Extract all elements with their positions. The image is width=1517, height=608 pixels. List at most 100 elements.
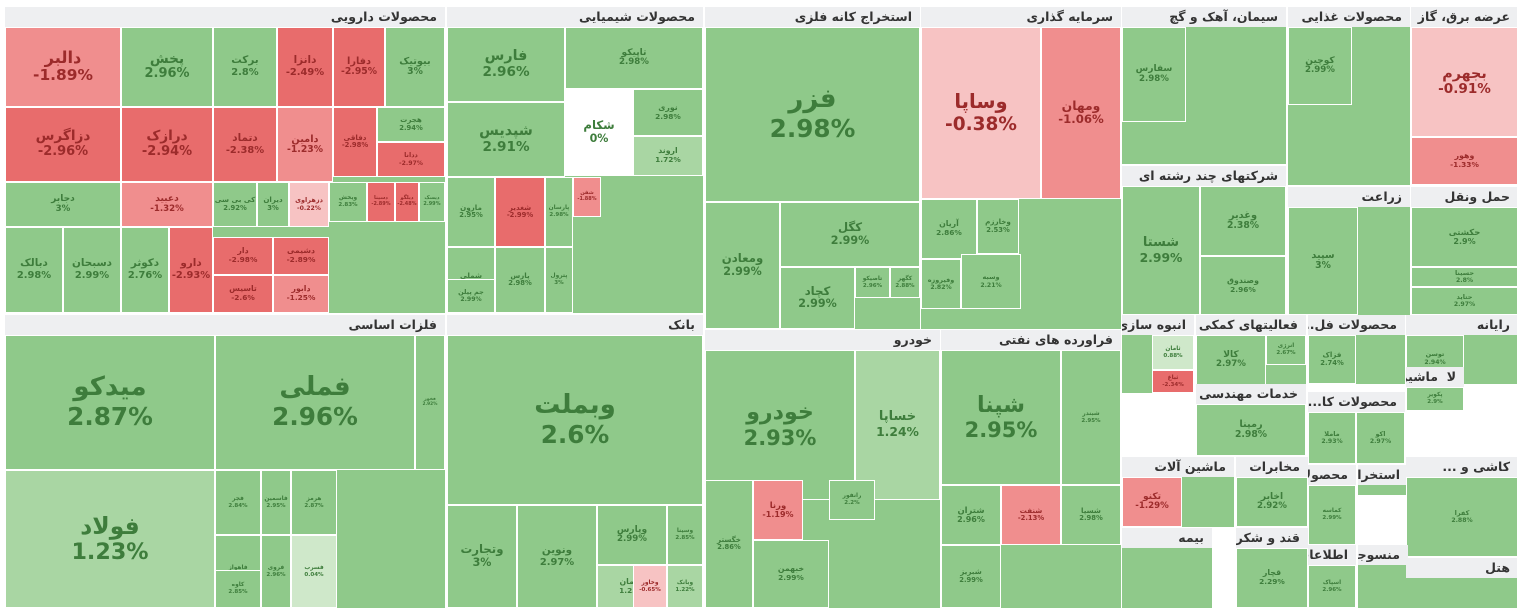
stock-tile[interactable]: سفارس 2.98%: [1122, 27, 1186, 122]
stock-tile[interactable]: دتماد -2.38%: [213, 107, 277, 182]
stock-tile[interactable]: جم پیلن 2.99%: [447, 279, 495, 313]
stock-tile[interactable]: دشیمی -2.89%: [273, 237, 329, 275]
stock-tile[interactable]: تاسیس -2.6%: [213, 275, 273, 313]
stock-tile[interactable]: وسینا 2.85%: [667, 505, 703, 565]
stock-tile[interactable]: شتران 2.96%: [941, 485, 1001, 545]
stock-tile[interactable]: شپدیس 2.91%: [447, 102, 565, 177]
stock-tile[interactable]: دیلگو -2.48%: [395, 182, 419, 222]
sector-header[interactable]: شرکتهای چند رشته ای: [1122, 166, 1286, 186]
sector-header[interactable]: محصولات ...: [1308, 465, 1356, 485]
stock-tile[interactable]: هرمز 2.87%: [291, 470, 337, 535]
stock-tile[interactable]: دفارا -2.95%: [333, 27, 385, 107]
stock-tile[interactable]: پارس 2.98%: [495, 247, 545, 313]
stock-tile[interactable]: وخارزم 2.53%: [977, 199, 1019, 254]
stock-tile[interactable]: فزاک 2.74%: [1308, 335, 1356, 384]
stock-tile[interactable]: بیوتیک 3%: [385, 27, 445, 107]
sector-header[interactable]: خدمات مهندسی: [1196, 384, 1306, 404]
stock-tile[interactable]: دارو -2.93%: [169, 227, 213, 313]
stock-tile[interactable]: تاپیکو 2.98%: [565, 27, 703, 89]
stock-tile[interactable]: اروند 1.72%: [633, 136, 703, 176]
stock-tile[interactable]: حتاید 2.97%: [1411, 287, 1517, 315]
stock-tile[interactable]: بجهرم -0.91%: [1411, 27, 1517, 137]
stock-tile[interactable]: دعبید -1.32%: [121, 182, 213, 227]
sector-header[interactable]: بانک: [447, 315, 703, 335]
stock-tile[interactable]: دار -2.98%: [213, 237, 273, 275]
stock-tile[interactable]: وبانک 1.22%: [667, 565, 703, 608]
sector-header[interactable]: محصولات کا...: [1308, 392, 1405, 412]
stock-tile[interactable]: فخوز 2.92%: [415, 335, 445, 470]
stock-tile[interactable]: کالا 2.97%: [1196, 335, 1266, 385]
stock-tile[interactable]: پکویر 2.9%: [1406, 387, 1464, 411]
stock-tile[interactable]: خبهمن 2.99%: [753, 540, 829, 608]
stock-tile[interactable]: شکام 0%: [565, 89, 633, 176]
stock-tile[interactable]: دکوثر 2.76%: [121, 227, 169, 313]
stock-tile[interactable]: مارون 2.95%: [447, 177, 495, 247]
stock-tile[interactable]: فجر 2.84%: [215, 470, 261, 535]
stock-tile[interactable]: تکنو -1.29%: [1122, 477, 1182, 527]
sector-header[interactable]: عرضه برق، گاز: [1411, 7, 1517, 27]
stock-tile[interactable]: ماملا 2.93%: [1308, 412, 1356, 464]
sector-header[interactable]: استخراج کانه فلزی: [705, 7, 920, 27]
stock-tile[interactable]: فاسمین 2.95%: [261, 470, 291, 535]
sector-header[interactable]: فلزات اساسی: [5, 315, 445, 335]
stock-tile[interactable]: کی بی سی 2.92%: [213, 182, 257, 227]
stock-tile[interactable]: حسینا 2.8%: [1411, 267, 1517, 287]
sector-header[interactable]: قند و شکر: [1236, 528, 1308, 548]
stock-tile[interactable]: تاصیکو 2.96%: [855, 267, 890, 298]
stock-tile[interactable]: وبملت 2.6%: [447, 335, 703, 505]
stock-tile[interactable]: ویخش 2.83%: [329, 182, 367, 222]
sector-header[interactable]: سیمان، آهک و گچ: [1122, 7, 1286, 27]
sector-header[interactable]: محصولات فل...: [1308, 315, 1405, 335]
stock-tile[interactable]: شبریز 2.99%: [941, 545, 1001, 608]
stock-tile[interactable]: خودرو 2.93%: [705, 350, 855, 500]
stock-tile[interactable]: کاوه 2.85%: [215, 570, 261, 608]
stock-tile[interactable]: دبالک 2.98%: [5, 227, 63, 313]
stock-tile[interactable]: وغدیر 2.38%: [1200, 186, 1286, 256]
sector-header[interactable]: زراعت: [1288, 187, 1410, 207]
stock-tile[interactable]: فزر 2.98%: [705, 27, 920, 202]
sector-header[interactable]: ماشین آلا...: [1406, 367, 1446, 387]
stock-tile[interactable]: وسبه 2.21%: [961, 254, 1021, 309]
stock-tile[interactable]: دیسک 2.99%: [419, 182, 445, 222]
stock-tile[interactable]: پترول 3%: [545, 247, 573, 313]
stock-tile[interactable]: وهور -1.33%: [1411, 137, 1517, 185]
stock-tile[interactable]: خساپا 1.24%: [855, 350, 940, 500]
stock-tile[interactable]: درازک -2.94%: [121, 107, 213, 182]
stock-tile[interactable]: شپنا 2.95%: [941, 350, 1061, 485]
stock-tile[interactable]: ومهان -1.06%: [1041, 27, 1121, 199]
stock-tile[interactable]: کفرا 2.88%: [1406, 477, 1517, 557]
stock-tile[interactable]: وفیروزه 2.82%: [921, 259, 961, 309]
stock-tile[interactable]: اخابر 2.92%: [1236, 477, 1308, 527]
stock-tile[interactable]: فملی 2.96%: [215, 335, 415, 470]
stock-tile[interactable]: هجرت 2.94%: [377, 107, 445, 142]
stock-tile[interactable]: رمپنا 2.98%: [1196, 404, 1306, 456]
sector-header[interactable]: بیمه: [1122, 528, 1212, 548]
stock-tile[interactable]: فولاد 1.23%: [5, 470, 215, 608]
stock-tile[interactable]: وخاور -0.65%: [633, 565, 667, 608]
stock-tile[interactable]: شبندر 2.95%: [1061, 350, 1121, 485]
stock-tile[interactable]: اکو 2.97%: [1356, 412, 1405, 464]
stock-tile[interactable]: کچاد 2.99%: [780, 267, 855, 329]
stock-tile[interactable]: کماسه 2.99%: [1308, 485, 1356, 545]
stock-tile[interactable]: کگل 2.99%: [780, 202, 920, 267]
sector-header[interactable]: حمل ونقل: [1411, 187, 1517, 207]
stock-tile[interactable]: دابور -1.25%: [273, 275, 329, 313]
sector-header[interactable]: خودرو: [705, 330, 940, 350]
stock-tile[interactable]: ونوین 2.97%: [517, 505, 597, 608]
stock-tile[interactable]: ثامان 0.88%: [1152, 335, 1194, 370]
stock-tile[interactable]: ورنا -1.19%: [753, 480, 803, 540]
sector-header[interactable]: محصولات شیمیایی: [447, 7, 703, 27]
stock-tile[interactable]: دالبر -1.89%: [5, 27, 121, 107]
stock-tile[interactable]: دفاقی -2.98%: [333, 107, 377, 177]
sector-header[interactable]: مخابرات: [1236, 457, 1308, 477]
sector-header[interactable]: ماشین آلات: [1122, 457, 1234, 477]
stock-tile[interactable]: حکشتی 2.9%: [1411, 207, 1517, 267]
sector-header[interactable]: سرمایه گذاری: [921, 7, 1121, 27]
stock-tile[interactable]: ددانا -2.97%: [377, 142, 445, 177]
stock-tile[interactable]: دزاگرس -2.96%: [5, 107, 121, 182]
sector-header[interactable]: فراورده های نفتی: [941, 330, 1121, 350]
stock-tile[interactable]: ومعادن 2.99%: [705, 202, 780, 329]
stock-tile[interactable]: کوچین 2.99%: [1288, 27, 1352, 105]
stock-tile[interactable]: شستا 2.99%: [1122, 186, 1200, 315]
sector-header[interactable]: منسوجات: [1358, 545, 1408, 565]
